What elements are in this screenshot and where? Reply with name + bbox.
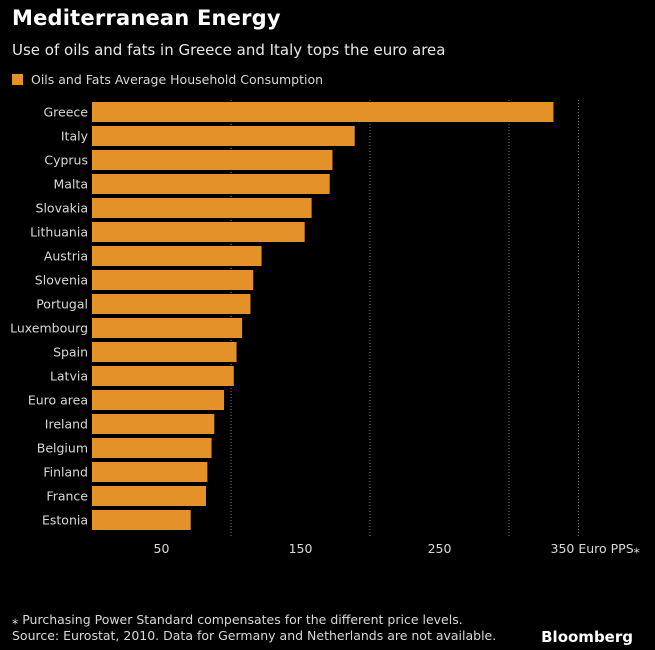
bar-belgium: [92, 438, 212, 458]
category-label: Latvia: [50, 369, 88, 384]
bar-greece: [92, 102, 554, 122]
category-label: Luxembourg: [10, 321, 88, 336]
category-label: Estonia: [42, 513, 88, 528]
bar-slovenia: [92, 270, 254, 290]
chart-title: Mediterranean Energy: [12, 6, 281, 30]
category-label: Belgium: [37, 441, 88, 456]
bar-latvia: [92, 366, 234, 386]
footnote-note: ⁎ Purchasing Power Standard compensates …: [12, 612, 463, 627]
category-label: Greece: [44, 105, 89, 120]
bar-slovakia: [92, 198, 312, 218]
category-label: Italy: [61, 129, 89, 144]
category-label: Austria: [44, 249, 88, 264]
x-tick-label: 250: [428, 541, 452, 556]
category-label: Portugal: [36, 297, 88, 312]
bar-estonia: [92, 510, 191, 530]
category-label: Slovakia: [36, 201, 88, 216]
bar-france: [92, 486, 206, 506]
legend: Oils and Fats Average Household Consumpt…: [12, 72, 323, 87]
x-tick-label: 350 Euro PPS⁎: [551, 541, 640, 556]
category-label: Euro area: [28, 393, 88, 408]
category-label: Finland: [43, 465, 88, 480]
bar-finland: [92, 462, 208, 482]
legend-swatch: [12, 74, 23, 85]
category-label: Ireland: [45, 417, 88, 432]
x-tick-label: 150: [289, 541, 313, 556]
legend-label: Oils and Fats Average Household Consumpt…: [31, 72, 324, 87]
bar-malta: [92, 174, 330, 194]
footnote: ⁎ Purchasing Power Standard compensates …: [12, 612, 496, 644]
footnote-source: Source: Eurostat, 2010. Data for Germany…: [12, 628, 497, 643]
bar-cyprus: [92, 150, 333, 170]
category-label: Cyprus: [44, 153, 88, 168]
chart-subtitle: Use of oils and fats in Greece and Italy…: [12, 41, 446, 59]
bar-lithuania: [92, 222, 305, 242]
category-label: Malta: [54, 177, 88, 192]
bar-italy: [92, 126, 355, 146]
category-label: Spain: [53, 345, 88, 360]
category-label: Slovenia: [35, 273, 88, 288]
bar-spain: [92, 342, 237, 362]
bloomberg-logo: Bloomberg: [541, 628, 633, 646]
bar-chart: Greece Italy Cyprus Malta Slovakia Lithuania A…: [10, 100, 640, 556]
bar-austria: [92, 246, 262, 266]
bar-ireland: [92, 414, 215, 434]
category-label: France: [46, 489, 88, 504]
bar-luxembourg: [92, 318, 243, 338]
x-tick-label: 50: [154, 541, 170, 556]
bar-euro-area: [92, 390, 225, 410]
bar-portugal: [92, 294, 251, 314]
category-label: Lithuania: [30, 225, 88, 240]
